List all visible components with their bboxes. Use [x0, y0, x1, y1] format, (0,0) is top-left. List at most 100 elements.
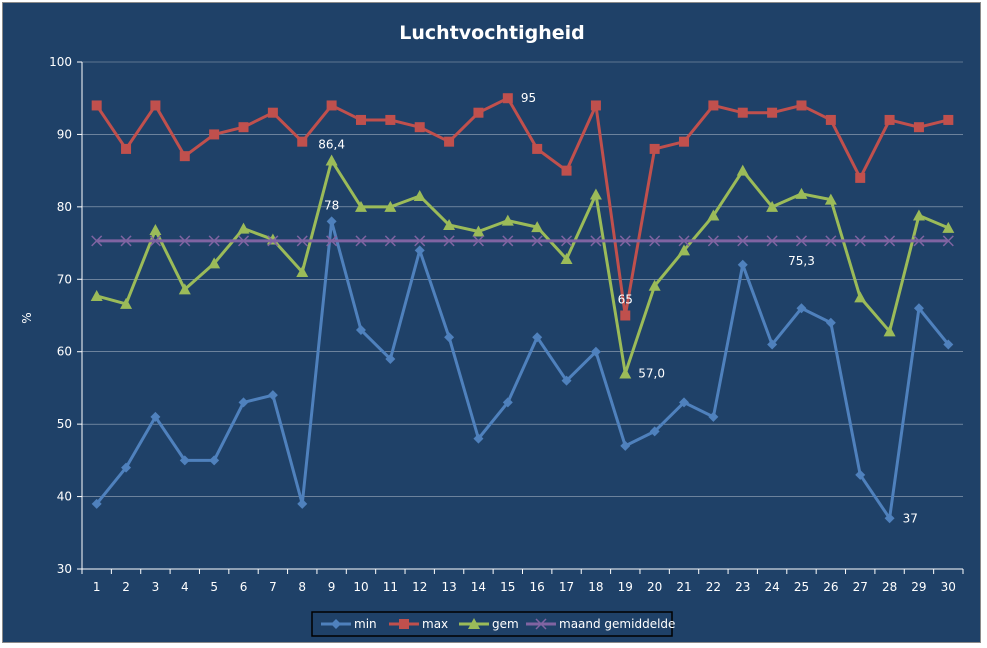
point-gem: [120, 297, 133, 309]
x-tick-label: 30: [941, 580, 956, 594]
point-max: [209, 129, 220, 140]
series-line-gem: [96, 159, 949, 375]
point-maand-gemiddelde: [296, 235, 308, 247]
x-tick-label: 24: [764, 580, 779, 594]
series-max: [91, 93, 954, 321]
point-min: [414, 245, 425, 256]
point-gem: [325, 154, 338, 166]
point-gem: [648, 279, 661, 291]
x-tick-label: 17: [559, 580, 574, 594]
point-max: [737, 107, 748, 118]
x-tick-label: 5: [210, 580, 218, 594]
point-min: [561, 375, 572, 386]
point-gem: [912, 209, 925, 221]
point-max: [767, 107, 778, 118]
point-maand-gemiddelde: [590, 235, 602, 247]
x-tick-label: 4: [181, 580, 189, 594]
point-min: [532, 332, 543, 343]
x-tick-label: 29: [911, 580, 926, 594]
point-gem: [296, 266, 309, 278]
point-maand-gemiddelde: [766, 235, 778, 247]
x-tick-label: 6: [240, 580, 248, 594]
legend-marker: [331, 619, 341, 629]
series-gem: [90, 154, 955, 379]
point-max: [297, 136, 308, 147]
y-tick-label: 60: [57, 345, 72, 359]
point-min: [649, 426, 660, 437]
point-min: [884, 513, 895, 524]
point-max: [943, 114, 954, 125]
x-tick-label: 28: [882, 580, 897, 594]
y-axis-ticks: 30 40 50 60 70 80 90 100: [49, 55, 82, 576]
point-gem: [149, 224, 162, 236]
point-min: [590, 346, 601, 357]
x-tick-label: 14: [471, 580, 486, 594]
point-max: [796, 100, 807, 111]
point-max: [473, 107, 484, 118]
point-gem: [619, 367, 632, 379]
point-max: [884, 114, 895, 125]
point-max: [620, 310, 631, 321]
point-gem: [472, 225, 485, 237]
x-tick-label: 12: [412, 580, 427, 594]
point-gem: [443, 218, 456, 230]
point-min: [943, 339, 954, 350]
series-maand-gemiddelde: [91, 235, 954, 247]
point-gem: [854, 291, 867, 303]
y-tick-label: 50: [57, 417, 72, 431]
point-max: [267, 107, 278, 118]
y-tick-label: 40: [57, 490, 72, 504]
point-maand-gemiddelde: [267, 235, 279, 247]
point-max: [913, 122, 924, 133]
x-tick-label: 1: [93, 580, 101, 594]
point-gem: [501, 214, 514, 226]
point-maand-gemiddelde: [502, 235, 514, 247]
point-maand-gemiddelde: [678, 235, 690, 247]
point-maand-gemiddelde: [355, 235, 367, 247]
legend-item-max: max: [389, 617, 448, 631]
point-max: [355, 114, 366, 125]
point-maand-gemiddelde: [942, 235, 954, 247]
x-tick-label: 23: [735, 580, 750, 594]
legend-item-maand-gemiddelde: maand gemiddelde: [526, 617, 675, 631]
point-max: [590, 100, 601, 111]
point-min: [679, 397, 690, 408]
point-gem: [707, 209, 720, 221]
data-label: 65: [618, 293, 633, 307]
x-tick-label: 27: [853, 580, 868, 594]
point-min: [209, 455, 220, 466]
series-min: [91, 216, 954, 524]
legend-label: min: [354, 617, 377, 631]
point-maand-gemiddelde: [913, 235, 925, 247]
point-min: [855, 469, 866, 480]
y-tick-label: 100: [49, 55, 72, 69]
x-tick-label: 20: [647, 580, 662, 594]
point-min: [297, 498, 308, 509]
x-tick-label: 16: [530, 580, 545, 594]
x-tick-label: 15: [500, 580, 515, 594]
point-gem: [531, 221, 544, 233]
x-tick-label: 3: [152, 580, 160, 594]
x-tick-label: 10: [353, 580, 368, 594]
point-maand-gemiddelde: [414, 235, 426, 247]
point-gem: [237, 222, 250, 234]
point-max: [121, 143, 132, 154]
point-gem: [589, 188, 602, 200]
point-max: [91, 100, 102, 111]
point-maand-gemiddelde: [531, 235, 543, 247]
point-min: [796, 303, 807, 314]
point-max: [326, 100, 337, 111]
point-gem: [560, 253, 573, 265]
y-tick-label: 70: [57, 272, 72, 286]
point-max: [414, 122, 425, 133]
point-maand-gemiddelde: [649, 235, 661, 247]
point-maand-gemiddelde: [795, 235, 808, 247]
point-max: [502, 93, 513, 104]
point-max: [679, 136, 690, 147]
point-min: [238, 397, 249, 408]
y-tick-label: 30: [57, 562, 72, 576]
legend-item-min: min: [321, 617, 377, 631]
point-gem: [208, 257, 221, 269]
